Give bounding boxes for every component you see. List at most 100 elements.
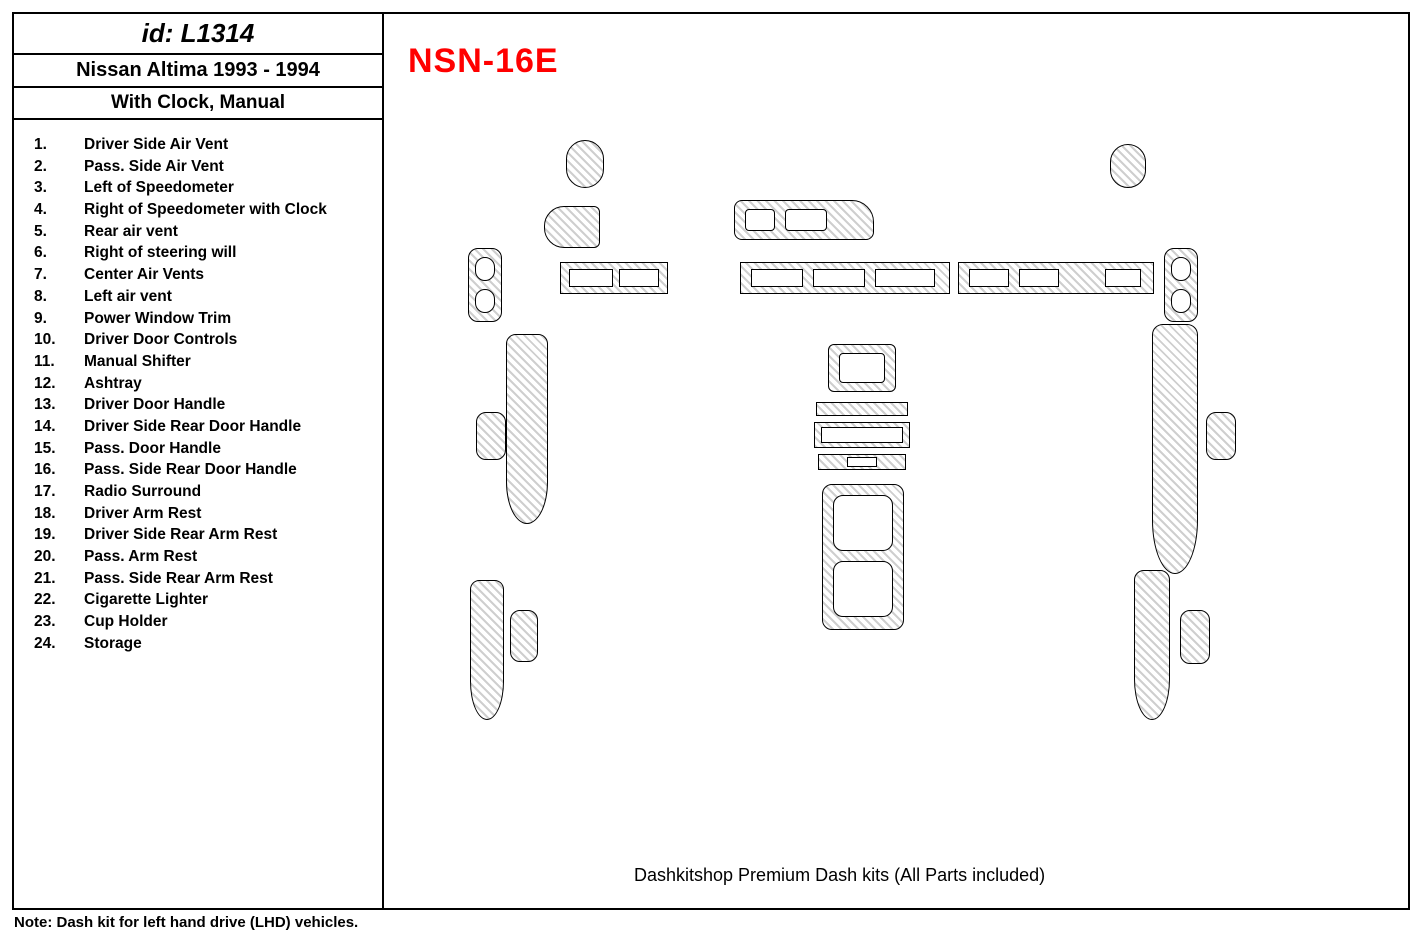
list-item-label: Pass. Door Handle (84, 438, 372, 460)
driver-rear-handle (510, 610, 538, 662)
sidebar: id: L1314 Nissan Altima 1993 - 1994 With… (14, 14, 384, 908)
list-item-number: 1. (34, 134, 84, 156)
list-item-label: Cup Holder (84, 611, 372, 633)
vent-oval-left (566, 140, 604, 188)
list-item: 3.Left of Speedometer (34, 177, 372, 199)
list-item-label: Pass. Side Air Vent (84, 156, 372, 178)
list-item-number: 8. (34, 286, 84, 308)
radio-surround-top (816, 402, 908, 416)
pass-rear-handle (1180, 610, 1210, 664)
header-model: Nissan Altima 1993 - 1994 (14, 55, 382, 88)
list-item-number: 15. (34, 438, 84, 460)
list-item-label: Left of Speedometer (84, 177, 372, 199)
driver-door-handle-pad (476, 412, 506, 460)
list-item: 10.Driver Door Controls (34, 329, 372, 351)
list-item: 12.Ashtray (34, 373, 372, 395)
note-text: Note: Dash kit for left hand drive (LHD)… (14, 914, 358, 931)
list-item-label: Driver Door Handle (84, 394, 372, 416)
list-item: 24.Storage (34, 633, 372, 655)
speedo-right-clock (734, 200, 874, 240)
list-item-number: 24. (34, 633, 84, 655)
pass-rear-armrest (1134, 570, 1170, 720)
list-item: 9.Power Window Trim (34, 308, 372, 330)
list-item-label: Driver Door Controls (84, 329, 372, 351)
list-item: 16.Pass. Side Rear Door Handle (34, 459, 372, 481)
list-item-label: Driver Side Rear Arm Rest (84, 524, 372, 546)
rear-air-vent (1164, 248, 1198, 322)
model-label: Nissan Altima 1993 - 1994 (76, 59, 320, 81)
list-item-number: 17. (34, 481, 84, 503)
footer-brand: Dashkitshop Premium Dash kits (All Parts… (634, 865, 1045, 886)
list-item: 1.Driver Side Air Vent (34, 134, 372, 156)
list-item: 23.Cup Holder (34, 611, 372, 633)
list-item-number: 14. (34, 416, 84, 438)
vent-oval-right (1110, 144, 1146, 188)
list-item-label: Driver Side Rear Door Handle (84, 416, 372, 438)
list-item-label: Right of Speedometer with Clock (84, 199, 372, 221)
list-item-label: Power Window Trim (84, 308, 372, 330)
list-item-label: Rear air vent (84, 221, 372, 243)
list-item-number: 9. (34, 308, 84, 330)
list-item: 22.Cigarette Lighter (34, 589, 372, 611)
list-item-number: 3. (34, 177, 84, 199)
list-item-label: Center Air Vents (84, 264, 372, 286)
list-item-number: 10. (34, 329, 84, 351)
list-item-number: 4. (34, 199, 84, 221)
driver-door-controls (506, 334, 548, 524)
list-item: 4.Right of Speedometer with Clock (34, 199, 372, 221)
diagram-canvas: NSN-16E (384, 14, 1408, 908)
shifter-cup-storage (822, 484, 904, 630)
list-item-number: 7. (34, 264, 84, 286)
list-item-label: Storage (84, 633, 372, 655)
list-item-number: 18. (34, 503, 84, 525)
list-item-label: Cigarette Lighter (84, 589, 372, 611)
center-vents (740, 262, 950, 294)
list-item-label: Pass. Side Rear Arm Rest (84, 568, 372, 590)
list-item-number: 22. (34, 589, 84, 611)
list-item-number: 13. (34, 394, 84, 416)
list-item: 15.Pass. Door Handle (34, 438, 372, 460)
list-item: 7.Center Air Vents (34, 264, 372, 286)
list-item: 2.Pass. Side Air Vent (34, 156, 372, 178)
list-item-label: Manual Shifter (84, 351, 372, 373)
header-subtitle: With Clock, Manual (14, 88, 382, 120)
list-item: 5.Rear air vent (34, 221, 372, 243)
list-item-number: 5. (34, 221, 84, 243)
list-item-label: Left air vent (84, 286, 372, 308)
list-item: 21.Pass. Side Rear Arm Rest (34, 568, 372, 590)
list-item-label: Radio Surround (84, 481, 372, 503)
pass-side-trim (958, 262, 1154, 294)
list-item-number: 21. (34, 568, 84, 590)
list-item-number: 12. (34, 373, 84, 395)
list-item-label: Driver Arm Rest (84, 503, 372, 525)
cigarette-lighter (818, 454, 906, 470)
list-item: 17.Radio Surround (34, 481, 372, 503)
frame: id: L1314 Nissan Altima 1993 - 1994 With… (12, 12, 1410, 910)
list-item-number: 11. (34, 351, 84, 373)
list-item: 20.Pass. Arm Rest (34, 546, 372, 568)
list-item: 14.Driver Side Rear Door Handle (34, 416, 372, 438)
radio-surround-mid (814, 422, 910, 448)
pass-door-handle-pad (1206, 412, 1236, 460)
right-of-steering (560, 262, 668, 294)
list-item-number: 23. (34, 611, 84, 633)
list-item: 18.Driver Arm Rest (34, 503, 372, 525)
header-id: id: L1314 (14, 14, 382, 55)
list-item-number: 2. (34, 156, 84, 178)
list-item: 6.Right of steering will (34, 242, 372, 264)
list-item: 8.Left air vent (34, 286, 372, 308)
list-item: 19. Driver Side Rear Arm Rest (34, 524, 372, 546)
list-item-label: Ashtray (84, 373, 372, 395)
speedo-left (544, 206, 600, 248)
subtitle-label: With Clock, Manual (111, 92, 285, 113)
list-item-label: Pass. Arm Rest (84, 546, 372, 568)
list-item-number: 20. (34, 546, 84, 568)
list-item-label: Right of steering will (84, 242, 372, 264)
list-item-label: Pass. Side Rear Door Handle (84, 459, 372, 481)
list-item: 11.Manual Shifter (34, 351, 372, 373)
list-item-number: 16. (34, 459, 84, 481)
parts-list: 1.Driver Side Air Vent2.Pass. Side Air V… (14, 120, 382, 908)
product-code: NSN-16E (408, 42, 559, 81)
kit-id: id: L1314 (142, 18, 255, 48)
list-item-number: 6. (34, 242, 84, 264)
